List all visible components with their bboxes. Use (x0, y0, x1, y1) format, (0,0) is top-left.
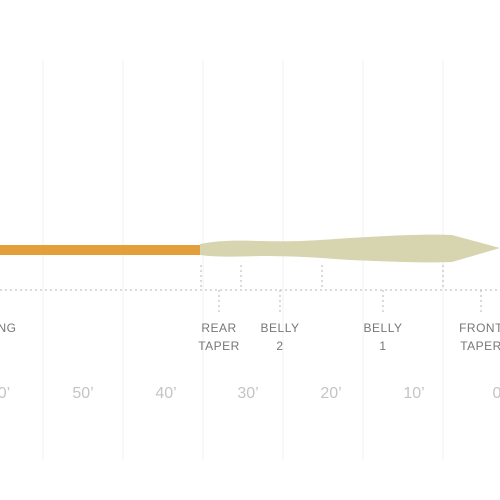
segment-labels: NG REAR TAPER BELLY 2 BELLY 1 FRONT TAPE… (0, 321, 500, 353)
distance-labels: 0’ 50’ 40’ 30’ 20’ 10’ 0 (0, 385, 500, 402)
segment-label: REAR (201, 321, 236, 335)
distance-label: 0 (493, 385, 500, 402)
distance-label: 10’ (403, 385, 424, 402)
segment-label: FRONT (459, 321, 500, 335)
distance-label: 50’ (72, 385, 93, 402)
segment-label: NG (0, 321, 17, 335)
running-line (0, 245, 203, 255)
segment-label: BELLY (364, 321, 403, 335)
distance-label: 40’ (155, 385, 176, 402)
head (200, 234, 500, 263)
distance-label: 20’ (320, 385, 341, 402)
distance-label: 0’ (0, 385, 10, 402)
segment-label: BELLY (261, 321, 300, 335)
segment-label: TAPER (460, 339, 500, 353)
markers (0, 265, 500, 312)
segment-label: TAPER (198, 339, 240, 353)
distance-label: 30’ (237, 385, 258, 402)
segment-label: 2 (276, 339, 283, 353)
segment-label: 1 (379, 339, 386, 353)
